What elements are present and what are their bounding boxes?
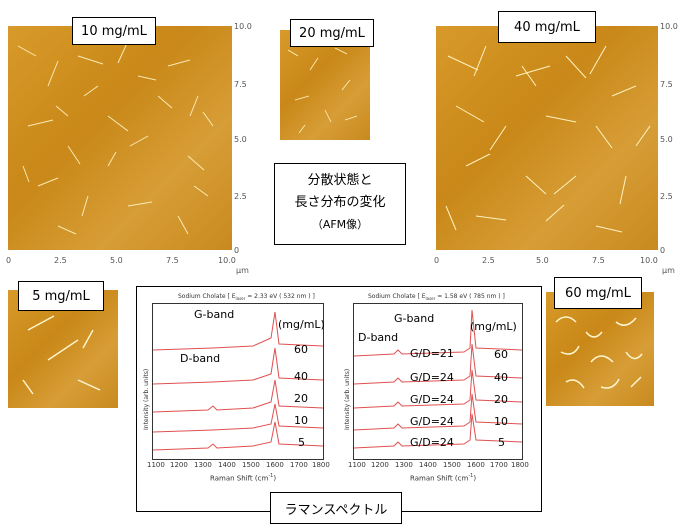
left-conc-0: 60 <box>294 343 308 356</box>
right-spectrum-plot <box>353 303 523 460</box>
caption-line-1: 分散状態と <box>307 173 373 188</box>
label-60: 60 mg/mL <box>554 277 642 309</box>
right-conc-0: 60 <box>494 348 508 361</box>
xtick-40-3: 7.5 <box>592 256 605 265</box>
label-20: 20 mg/mL <box>290 19 374 47</box>
left-xtick-5: 1600 <box>266 461 284 469</box>
xtick-10-3: 7.5 <box>166 256 179 265</box>
afm-image-10 <box>8 26 232 250</box>
left-conc-3: 10 <box>294 414 308 427</box>
unit-40: μm <box>662 266 675 275</box>
afm-image-40 <box>436 26 658 250</box>
right-xtick-7: 1800 <box>511 461 529 469</box>
caption-line-2: 長さ分布の変化 <box>294 195 386 210</box>
left-conc-1: 40 <box>294 370 308 383</box>
left-xtick-6: 1700 <box>290 461 308 469</box>
caption-line-3: （AFM像） <box>311 218 369 231</box>
right-ratio-3: G/D=24 <box>410 415 454 428</box>
ytick-10-4: 0 <box>234 246 240 255</box>
afm-texture-10 <box>17 40 214 235</box>
ytick-40-2: 5.0 <box>660 135 673 144</box>
right-ratio-0: G/D=21 <box>410 347 454 360</box>
ytick-40-4: 0 <box>660 246 666 255</box>
left-gband: G-band <box>194 308 235 321</box>
xtick-40-2: 5.0 <box>536 256 549 265</box>
afm-image-60 <box>546 292 654 406</box>
right-xtick-2: 1300 <box>395 461 413 469</box>
left-xtick-3: 1400 <box>218 461 236 469</box>
label-40: 40 mg/mL <box>498 11 596 43</box>
ytick-10-2: 5.0 <box>234 135 247 144</box>
right-conc-3: 10 <box>494 415 508 428</box>
xtick-40-0: 0 <box>434 256 440 265</box>
right-xtick-1: 1200 <box>371 461 389 469</box>
ytick-10-0: 10.0 <box>234 22 252 31</box>
xtick-10-0: 0 <box>6 256 12 265</box>
xtick-10-2: 5.0 <box>110 256 123 265</box>
right-ratio-4: G/D=24 <box>410 436 454 449</box>
afm-caption: 分散状態と 長さ分布の変化 （AFM像） <box>274 163 406 245</box>
right-ratio-1: G/D=24 <box>410 371 454 384</box>
raman-title: ラマンスペクトル <box>270 492 402 524</box>
afm-texture-60 <box>555 316 643 389</box>
left-xtick-0: 1100 <box>147 461 165 469</box>
left-conc-4: 5 <box>298 436 305 449</box>
left-xlabel: Raman Shift (cm-1) <box>210 473 277 483</box>
right-xtick-4: 1500 <box>443 461 461 469</box>
left-xtick-1: 1200 <box>170 461 188 469</box>
left-plot-title: Sodium Cholate [ Elaser = 2.33 eV ( 532 … <box>178 293 315 302</box>
right-ratio-2: G/D=24 <box>410 393 454 406</box>
left-xtick-7: 1800 <box>312 461 330 469</box>
left-spectrum-lines <box>153 311 323 451</box>
right-conc-4: 5 <box>498 436 505 449</box>
right-conc-2: 20 <box>494 393 508 406</box>
afm-texture-5 <box>22 315 101 395</box>
ytick-10-3: 2.5 <box>234 192 247 201</box>
ytick-10-1: 7.5 <box>234 80 247 89</box>
right-unit: (mg/mL) <box>470 320 517 333</box>
ytick-40-0: 10.0 <box>660 22 678 31</box>
right-gband: G-band <box>394 312 435 325</box>
right-ylabel: Intensity (arb. units) <box>344 368 351 430</box>
xtick-40-4: 10.0 <box>640 256 658 265</box>
right-dband: D-band <box>358 331 399 344</box>
afm-texture-20 <box>287 47 358 134</box>
label-5: 5 mg/mL <box>18 281 104 311</box>
right-xtick-0: 1100 <box>348 461 366 469</box>
xtick-40-1: 2.5 <box>482 256 495 265</box>
left-conc-2: 20 <box>294 392 308 405</box>
right-xtick-3: 1400 <box>419 461 437 469</box>
afm-texture-40 <box>445 45 651 233</box>
label-10: 10 mg/mL <box>72 17 156 45</box>
left-spectrum-plot <box>152 303 324 460</box>
right-xlabel: Raman Shift (cm-1) <box>410 473 477 483</box>
left-xtick-4: 1500 <box>242 461 260 469</box>
afm-image-20 <box>280 30 370 140</box>
left-xtick-2: 1300 <box>194 461 212 469</box>
xtick-10-4: 10.0 <box>218 256 236 265</box>
left-unit: (mg/mL) <box>278 318 325 331</box>
left-dband: D-band <box>180 352 221 365</box>
right-xtick-6: 1700 <box>490 461 508 469</box>
left-ylabel: Intensity (arb. units) <box>143 368 150 430</box>
unit-10: μm <box>236 266 249 275</box>
ytick-40-3: 2.5 <box>660 192 673 201</box>
ytick-40-1: 7.5 <box>660 80 673 89</box>
right-xtick-5: 1600 <box>467 461 485 469</box>
right-conc-1: 40 <box>494 371 508 384</box>
xtick-10-1: 2.5 <box>54 256 67 265</box>
right-plot-title: Sodium Cholate [ Elaser = 1.58 eV ( 785 … <box>368 293 505 302</box>
right-spectrum-lines <box>354 309 522 449</box>
